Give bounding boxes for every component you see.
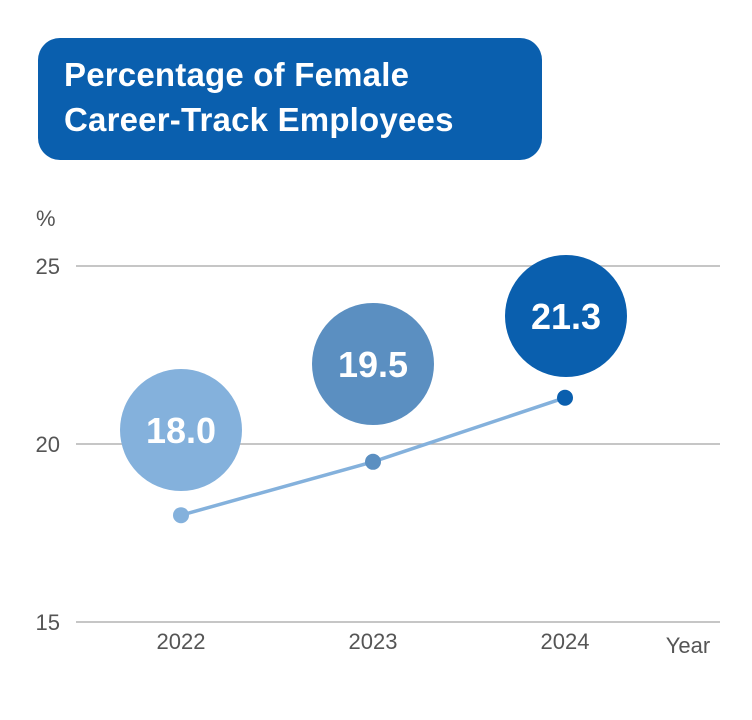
chart-title-line-1: Percentage of Female xyxy=(64,56,410,93)
y-axis-ticks: 15 20 25 xyxy=(36,254,60,635)
y-tick-label-25: 25 xyxy=(36,254,60,279)
x-tick-label-2022: 2022 xyxy=(157,629,206,654)
x-axis-ticks: 2022 2023 2024 xyxy=(157,629,590,654)
data-label-bubble-2022 xyxy=(120,369,242,491)
data-label-2024: 21.3 xyxy=(531,296,601,337)
data-label-bubble-2023 xyxy=(312,303,434,425)
y-axis-unit-label: % xyxy=(36,206,56,231)
x-axis-title: Year xyxy=(666,633,710,658)
data-point-2024 xyxy=(557,389,573,406)
data-label-bubble-2024 xyxy=(505,255,627,377)
data-points xyxy=(173,389,573,524)
x-tick-label-2023: 2023 xyxy=(349,629,398,654)
chart-title-banner: Percentage of Female Career-Track Employ… xyxy=(38,38,542,160)
chart-title-line-2: Career-Track Employees xyxy=(64,101,454,138)
data-label-2022: 18.0 xyxy=(146,410,216,451)
data-label-2023: 19.5 xyxy=(338,344,408,385)
data-point-2022 xyxy=(173,507,189,524)
x-tick-label-2024: 2024 xyxy=(541,629,590,654)
y-tick-label-20: 20 xyxy=(36,432,60,457)
y-tick-label-15: 15 xyxy=(36,610,60,635)
data-label-bubbles: 18.0 19.5 21.3 xyxy=(120,255,627,491)
data-point-2023 xyxy=(365,453,381,470)
